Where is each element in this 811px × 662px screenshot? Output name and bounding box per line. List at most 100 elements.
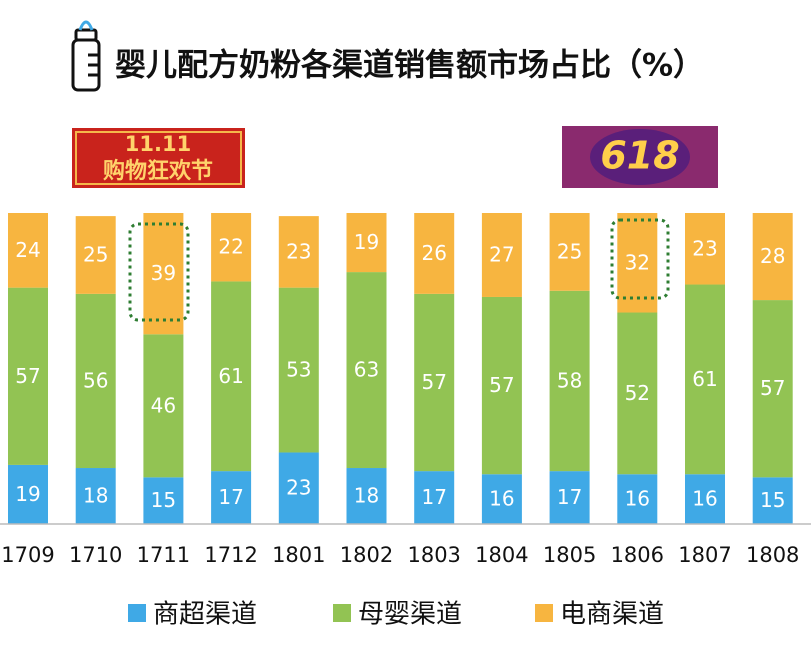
bar-segment [278, 452, 319, 524]
data-label: 15 [760, 488, 785, 512]
x-tick-label: 1805 [543, 543, 596, 567]
bar-segment [211, 471, 252, 524]
x-tick-label: 1808 [746, 543, 799, 567]
data-label: 24 [15, 238, 40, 262]
bar-segment [685, 213, 725, 285]
x-tick-label: 1807 [678, 543, 731, 567]
bar-segment [143, 213, 184, 335]
banner-text: 11.11 [125, 132, 191, 156]
bar-segment [278, 216, 319, 288]
x-tick-label: 1801 [272, 543, 325, 567]
bar-segment [346, 468, 387, 524]
bar-segment [211, 213, 252, 282]
bar-segment [346, 213, 387, 273]
legend-label: 电商渠道 [560, 600, 664, 630]
x-tick-label: 1709 [1, 543, 54, 567]
bar-segment [75, 293, 116, 469]
data-label: 19 [15, 482, 40, 506]
chart-title: 婴儿配方奶粉各渠道销售额市场占比（%） [115, 48, 704, 84]
data-label: 52 [625, 381, 650, 405]
data-label: 25 [557, 239, 582, 263]
bar-segment [278, 287, 319, 453]
bar-segment [414, 213, 455, 294]
x-tick-label: 1712 [204, 543, 257, 567]
data-label: 57 [421, 370, 446, 394]
data-label: 23 [286, 476, 311, 500]
data-label: 23 [286, 239, 311, 263]
bar-segment [752, 213, 793, 301]
bar-segment [549, 290, 590, 472]
x-tick-label: 1804 [475, 543, 528, 567]
bar-segment [75, 468, 116, 524]
bar-segment [617, 312, 658, 475]
data-label: 23 [692, 236, 717, 260]
legend-swatch [128, 604, 146, 622]
data-label: 16 [489, 487, 514, 511]
bar-segment [752, 477, 793, 524]
data-label: 22 [218, 235, 243, 259]
legend-label: 母婴渠道 [358, 600, 462, 630]
data-label: 57 [760, 376, 785, 400]
data-label: 57 [15, 364, 40, 388]
legend-label: 商超渠道 [153, 600, 257, 630]
data-label: 61 [218, 364, 243, 388]
banner-618: 618 [562, 126, 718, 188]
bar-segment [752, 300, 793, 478]
bar-segment [143, 477, 184, 524]
data-label: 63 [354, 358, 379, 382]
x-tick-label: 1802 [340, 543, 393, 567]
data-label: 32 [625, 250, 650, 274]
legend-swatch [333, 604, 351, 622]
legend-swatch [535, 604, 553, 622]
data-label: 17 [218, 485, 243, 509]
bar-segment [143, 334, 184, 478]
data-label: 16 [625, 487, 650, 511]
bar-segment [211, 281, 252, 472]
banner-1111: 11.11 购物狂欢节 [72, 128, 245, 188]
x-tick-label: 1806 [611, 543, 664, 567]
bar-segment [481, 213, 522, 297]
banner-text: 618 [600, 134, 679, 178]
data-label: 25 [83, 242, 108, 266]
bar-segment [481, 474, 522, 524]
x-tick-label: 1711 [137, 543, 190, 567]
data-label: 57 [489, 373, 514, 397]
data-label: 56 [83, 368, 108, 392]
bar-segment [549, 471, 590, 524]
data-label: 18 [354, 484, 379, 508]
bar-segment [617, 474, 658, 524]
data-label: 17 [421, 485, 446, 509]
highlight-box [128, 222, 190, 322]
data-label: 26 [421, 241, 446, 265]
x-tick-label: 1710 [69, 543, 122, 567]
data-label: 27 [489, 242, 514, 266]
data-label: 58 [557, 368, 582, 392]
data-label: 61 [692, 367, 717, 391]
bar-segment [414, 471, 455, 524]
data-label: 39 [151, 261, 176, 285]
bar-segment [8, 464, 48, 524]
bar-segment [685, 284, 725, 475]
banner-text: 购物狂欢节 [103, 158, 213, 184]
data-label: 18 [83, 484, 108, 508]
x-tick-label: 1803 [407, 543, 460, 567]
data-label: 28 [760, 244, 785, 268]
data-label: 46 [151, 393, 176, 417]
bar-segment [617, 213, 658, 313]
data-label: 53 [286, 358, 311, 382]
bar-segment [414, 293, 455, 472]
bar-segment [346, 272, 387, 469]
data-label: 17 [557, 485, 582, 509]
bar-segment [685, 474, 725, 524]
bar-segment [75, 216, 116, 294]
bar-segment [481, 296, 522, 475]
data-label: 16 [692, 487, 717, 511]
data-label: 15 [151, 488, 176, 512]
bar-segment [549, 213, 590, 291]
highlight-box [610, 218, 670, 300]
bar-segment [8, 287, 48, 465]
data-label: 19 [354, 230, 379, 254]
bottle-icon [71, 20, 101, 92]
bar-segment [8, 213, 48, 288]
